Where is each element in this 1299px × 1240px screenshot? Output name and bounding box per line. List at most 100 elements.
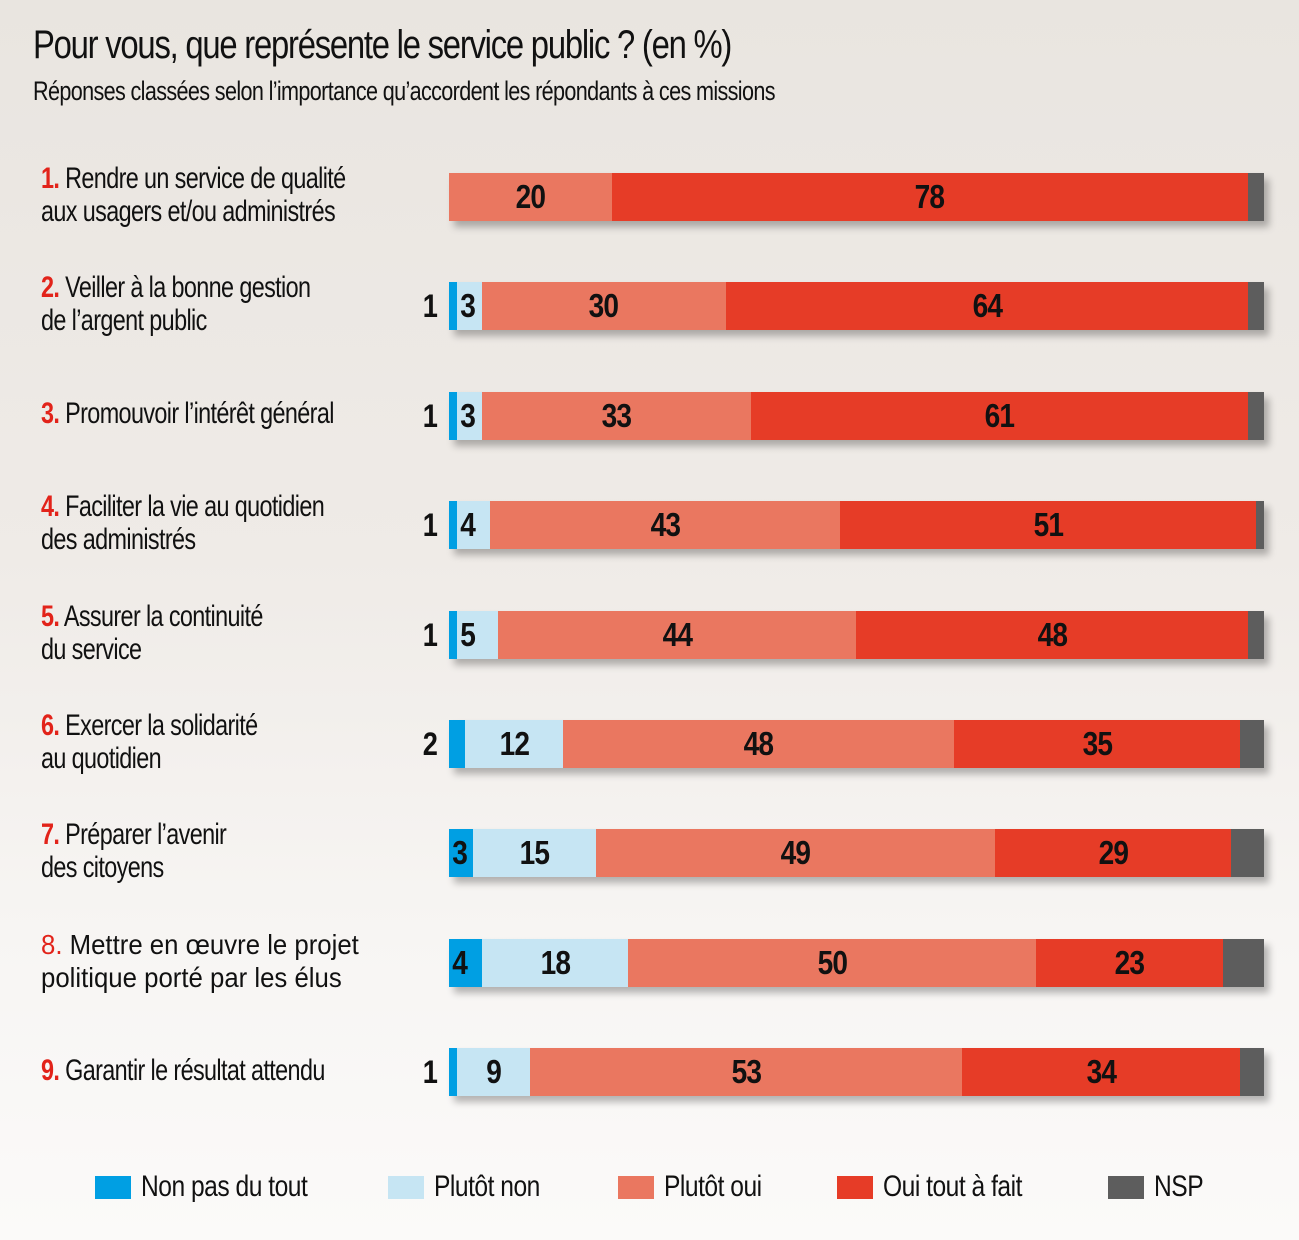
stacked-bar: 9 53 34 — [449, 1048, 1264, 1097]
bar-segment-plut-t-oui: 20 — [449, 173, 612, 221]
bar-segment-non-pas-du-tout — [449, 1048, 458, 1097]
category-label-line: Garantir le résultat attendu — [59, 1053, 325, 1087]
stacked-bar: 3 15 49 29 — [449, 829, 1264, 878]
bar-segment-plut-t-oui: 33 — [481, 391, 751, 440]
rank-number: 7. — [41, 818, 60, 852]
data-label: 64 — [972, 287, 1002, 325]
legend-label: Oui tout à fait — [883, 1170, 1022, 1203]
bar-segment-nsp — [1247, 173, 1264, 221]
category-label: 7. Préparer l’avenir des citoyens — [41, 818, 415, 884]
category-label: 1. Rendre un service de qualité aux usage… — [41, 162, 415, 228]
rank-number: 5. — [41, 599, 60, 633]
bar-segment-non-pas-du-tout — [449, 282, 458, 331]
data-label: 3 — [460, 287, 476, 325]
bar-segment-nsp — [1247, 391, 1264, 440]
data-label: 78 — [915, 178, 945, 215]
category-label-line: Préparer l’avenir — [59, 818, 227, 852]
data-label: 49 — [780, 834, 811, 872]
bar-segment-nsp — [1239, 720, 1264, 768]
category-label: 2. Veiller à la bonne gestion de l’argent… — [41, 271, 415, 337]
category-label-line: de l’argent public — [41, 304, 207, 338]
rank-number: 4. — [41, 490, 60, 524]
category-label-line: Exercer la solidarité — [59, 709, 258, 742]
bar-segment-plut-t-non: 15 — [473, 829, 596, 878]
category-label: 4. Faciliter la vie au quotidien des admi… — [41, 490, 415, 556]
category-label-line: des citoyens — [41, 851, 164, 885]
bar-segment-plut-t-oui: 50 — [628, 938, 1036, 987]
data-label: 34 — [1086, 1053, 1116, 1091]
data-label: 50 — [817, 943, 847, 981]
data-label: 4 — [460, 506, 476, 544]
bar-segment-nsp — [1247, 610, 1264, 659]
bar-segment-plut-t-non: 3 — [457, 391, 482, 440]
category-label-line: du service — [41, 632, 142, 666]
data-label: 53 — [731, 1053, 762, 1091]
bar-segment-non-pas-du-tout — [449, 391, 458, 440]
category-label-line: politique porté par les élus — [41, 961, 342, 993]
data-label: 5 — [460, 615, 476, 653]
legend-item: Oui tout à fait — [837, 1170, 1052, 1204]
category-label: 3. Promouvoir l’intérêt général — [41, 397, 415, 430]
bar-segment-non-pas-du-tout: 4 — [449, 938, 482, 987]
bar-segment-oui-tout-fait: 48 — [856, 610, 1248, 659]
data-label: 4 — [452, 943, 468, 981]
bar-segment-nsp — [1223, 938, 1264, 987]
legend-item: Plutôt non — [388, 1170, 563, 1204]
category-label-line: aux usagers et/ou administrés — [41, 195, 336, 228]
legend-swatch — [618, 1175, 654, 1199]
bar-segment-nsp — [1231, 829, 1264, 878]
data-label: 43 — [650, 506, 680, 544]
rank-number: 6. — [41, 709, 60, 742]
chart-subtitle: Réponses classées selon l’importance qu’… — [33, 76, 776, 106]
bar-segment-plut-t-oui: 53 — [530, 1048, 963, 1097]
legend-label: Plutôt non — [434, 1170, 540, 1203]
data-label: 48 — [743, 725, 774, 762]
category-label: 5. Assurer la continuité du service — [41, 600, 415, 666]
data-label: 44 — [662, 615, 692, 653]
stacked-bar: 12 48 35 — [449, 720, 1264, 768]
data-label: 30 — [589, 287, 619, 325]
category-label-line: Veiller à la bonne gestion — [59, 271, 311, 305]
data-label: 48 — [1037, 615, 1067, 653]
data-label: 3 — [460, 396, 476, 434]
legend-swatch — [1108, 1175, 1144, 1199]
bar-segment-oui-tout-fait: 23 — [1035, 938, 1224, 987]
bar-segment-plut-t-oui: 43 — [489, 501, 841, 550]
chart-title: Pour vous, que représente le service pub… — [33, 23, 732, 67]
data-label: 29 — [1098, 834, 1128, 872]
bar-segment-non-pas-du-tout — [449, 501, 458, 550]
bar-segment-plut-t-oui: 44 — [497, 610, 857, 659]
bar-segment-non-pas-du-tout — [449, 610, 458, 659]
data-label: 61 — [984, 396, 1014, 434]
bar-segment-plut-t-oui: 49 — [595, 829, 996, 878]
bar-segment-plut-t-non: 12 — [465, 720, 564, 768]
legend-label: NSP — [1154, 1170, 1204, 1203]
data-label-outside: 1 — [422, 616, 438, 653]
bar-segment-non-pas-du-tout — [449, 720, 466, 768]
bar-segment-nsp — [1247, 282, 1264, 331]
data-label: 33 — [601, 396, 631, 434]
bar-segment-plut-t-non: 5 — [457, 610, 498, 659]
data-label: 15 — [519, 834, 550, 872]
data-label: 18 — [540, 943, 570, 981]
bar-segment-plut-t-oui: 30 — [481, 282, 727, 331]
stacked-bar: 20 78 — [449, 173, 1264, 221]
bar-segment-plut-t-non: 3 — [457, 282, 482, 331]
data-label-outside: 2 — [422, 726, 438, 762]
bar-segment-oui-tout-fait: 35 — [954, 720, 1240, 768]
rank-number: 8. — [41, 928, 63, 960]
stacked-bar: 3 33 61 — [449, 391, 1264, 440]
legend: Non pas du tout Plutôt non Plutôt oui Oui t… — [0, 1170, 1299, 1204]
stacked-bar: 4 43 51 — [449, 501, 1264, 550]
legend-swatch — [388, 1175, 424, 1199]
bar-segment-plut-t-non: 9 — [457, 1048, 531, 1097]
bar-segment-plut-t-non: 18 — [481, 938, 629, 987]
bar-segment-oui-tout-fait: 61 — [750, 391, 1248, 440]
stacked-bar: 4 18 50 23 — [449, 938, 1264, 987]
category-label-line: Mettre en œuvre le projet — [62, 928, 359, 960]
data-label-outside: 1 — [422, 288, 438, 325]
category-label-line: Faciliter la vie au quotidien — [59, 490, 325, 524]
data-label: 23 — [1114, 943, 1145, 981]
data-label: 12 — [499, 725, 529, 762]
category-label-line: des administrés — [41, 523, 196, 557]
